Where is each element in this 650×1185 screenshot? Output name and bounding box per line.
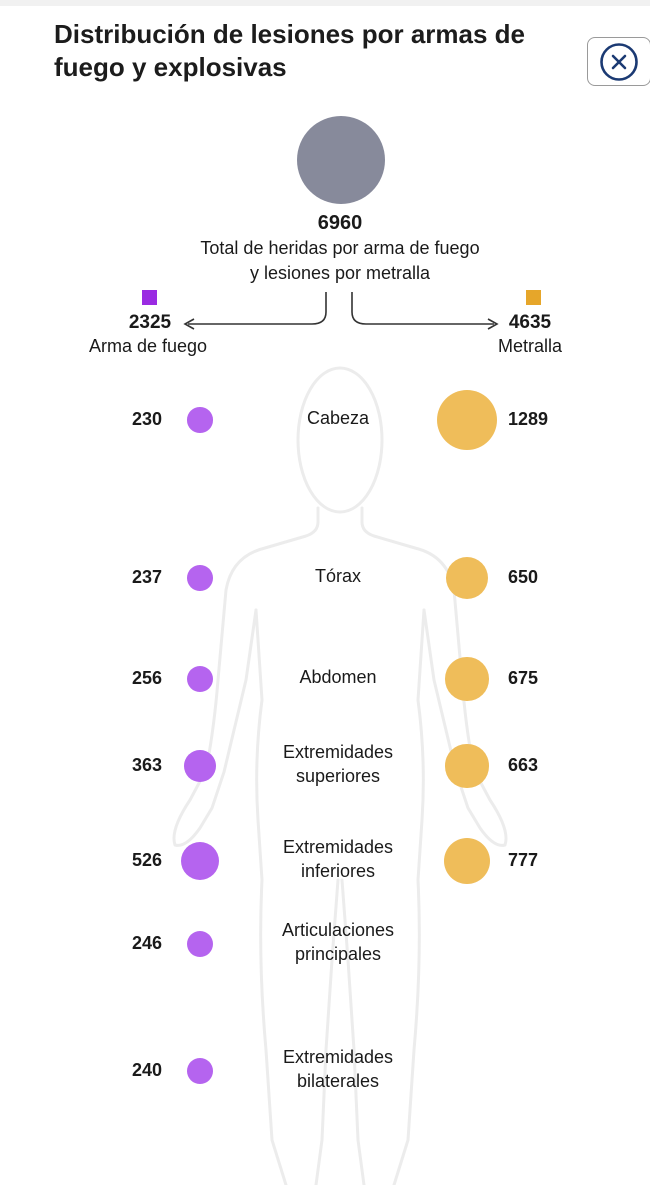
shrapnel-legend-square xyxy=(526,290,541,305)
body-region-label-line: principales xyxy=(294,944,382,964)
shrapnel-legend-label: Metralla xyxy=(497,336,563,356)
firearm-bubble xyxy=(187,1058,213,1084)
firearm-legend-label: Arma de fuego xyxy=(88,336,208,356)
shrapnel-bubble xyxy=(437,390,497,450)
total-label: Total de heridas por arma de fuego y les… xyxy=(160,236,520,286)
firearm-value: 256 xyxy=(131,668,162,688)
firearm-bubble xyxy=(186,930,214,958)
firearm-value: 526 xyxy=(131,850,162,870)
body-region-label: Abdomen xyxy=(248,665,428,689)
split-arrows xyxy=(183,292,499,330)
shrapnel-bubble xyxy=(445,657,489,701)
body-region-label: Cabeza xyxy=(248,406,428,430)
firearm-bubble xyxy=(187,565,213,591)
shrapnel-value: 777 xyxy=(508,850,539,870)
body-region-label-line: Cabeza xyxy=(306,408,370,428)
body-region-label-line: Extremidades xyxy=(282,742,394,762)
firearm-bubble xyxy=(180,841,220,881)
firearm-bubble xyxy=(186,665,214,693)
firearm-bubble xyxy=(187,407,213,433)
shrapnel-value: 675 xyxy=(508,668,539,688)
firearm-value: 240 xyxy=(131,1060,162,1080)
body-region-label: Tórax xyxy=(248,564,428,588)
body-region-label-line: Extremidades xyxy=(282,1047,394,1067)
body-region-label: Extremidades inferiores xyxy=(248,835,428,883)
firearm-value: 230 xyxy=(131,409,162,429)
shrapnel-value: 663 xyxy=(508,755,539,775)
firearm-value: 246 xyxy=(131,933,162,953)
shrapnel-bubble xyxy=(445,744,489,788)
firearm-total-value: 2325 xyxy=(128,312,172,333)
firearm-value: 237 xyxy=(131,567,162,587)
shrapnel-bubble xyxy=(445,556,489,600)
shrapnel-value: 650 xyxy=(508,567,539,587)
total-label-line: y lesiones por metralla xyxy=(249,263,431,283)
total-bubble xyxy=(297,116,385,204)
top-bar xyxy=(0,0,650,6)
shrapnel-bubble xyxy=(443,837,491,885)
firearm-value: 363 xyxy=(131,755,162,775)
total-value: 6960 xyxy=(317,212,363,234)
body-region-label-line: bilaterales xyxy=(296,1071,380,1091)
body-region-label-line: Articulaciones xyxy=(281,920,395,940)
body-region-label-line: Extremidades xyxy=(282,837,394,857)
chart-title: Distribución de lesiones por armas de fu… xyxy=(54,19,526,82)
close-icon xyxy=(600,42,638,81)
body-region-label-line: inferiores xyxy=(300,861,376,881)
firearm-bubble xyxy=(184,750,216,782)
body-region-label-line: superiores xyxy=(295,766,381,786)
body-region-label: Articulaciones principales xyxy=(248,918,428,966)
firearm-legend-square xyxy=(142,290,157,305)
total-label-line: Total de heridas por arma de fuego xyxy=(200,238,480,258)
body-region-label: Extremidades superiores xyxy=(248,740,428,788)
body-region-label-line: Abdomen xyxy=(299,667,377,687)
close-button[interactable] xyxy=(587,37,650,86)
shrapnel-value: 1289 xyxy=(508,409,549,429)
body-region-label: Extremidades bilaterales xyxy=(248,1045,428,1093)
shrapnel-total-value: 4635 xyxy=(508,312,552,333)
body-region-label-line: Tórax xyxy=(314,566,361,586)
